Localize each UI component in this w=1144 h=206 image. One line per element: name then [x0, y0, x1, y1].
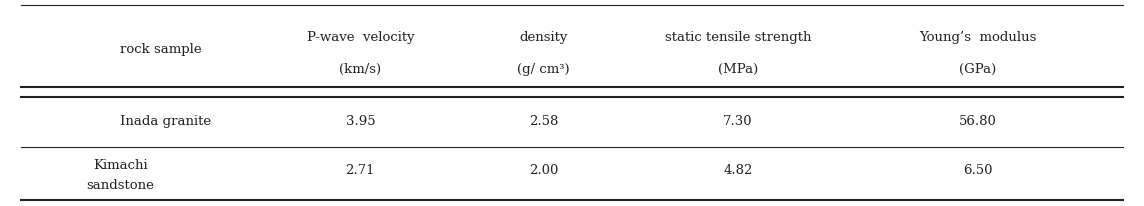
Text: rock sample: rock sample — [120, 43, 201, 56]
Text: 6.50: 6.50 — [963, 164, 993, 176]
Text: sandstone: sandstone — [86, 178, 154, 191]
Text: 2.71: 2.71 — [345, 164, 375, 176]
Text: 4.82: 4.82 — [723, 164, 753, 176]
Text: Kimachi: Kimachi — [93, 158, 148, 171]
Text: 2.58: 2.58 — [529, 114, 558, 127]
Text: (GPa): (GPa) — [960, 63, 996, 75]
Text: (g/ cm³): (g/ cm³) — [517, 63, 570, 75]
Text: static tensile strength: static tensile strength — [665, 31, 811, 43]
Text: (MPa): (MPa) — [717, 63, 758, 75]
Text: Young’s  modulus: Young’s modulus — [920, 31, 1036, 43]
Text: 2.00: 2.00 — [529, 164, 558, 176]
Text: 3.95: 3.95 — [345, 114, 375, 127]
Text: density: density — [519, 31, 567, 43]
Text: 7.30: 7.30 — [723, 114, 753, 127]
Text: (km/s): (km/s) — [340, 63, 381, 75]
Text: 56.80: 56.80 — [959, 114, 998, 127]
Text: Inada granite: Inada granite — [120, 114, 212, 127]
Text: P-wave  velocity: P-wave velocity — [307, 31, 414, 43]
